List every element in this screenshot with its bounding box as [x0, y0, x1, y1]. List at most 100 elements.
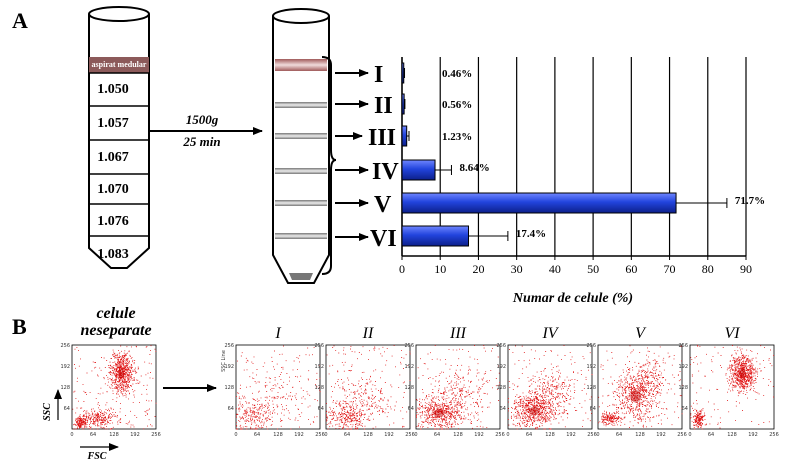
scatter-x-tick: 64	[616, 432, 622, 438]
scatter-points	[508, 345, 593, 430]
centrifugation-step: 1500g 25 min	[148, 112, 263, 149]
scatter-points	[236, 345, 321, 430]
fraction-band	[275, 233, 327, 239]
scatter-y-tick: 128	[224, 385, 234, 391]
scatter-x-tick: 192	[748, 432, 758, 438]
scatter-y-tick: 64	[590, 406, 596, 412]
scatter-y-tick: 256	[404, 343, 414, 349]
bar	[401, 93, 405, 115]
scatter-x-tick: 128	[727, 432, 737, 438]
bar-value-label: 71.7%	[735, 195, 765, 207]
scatter-x-tick: 256	[315, 432, 325, 438]
density-label: 1.070	[97, 182, 129, 197]
fraction-band	[275, 133, 327, 139]
bar	[401, 225, 470, 247]
pellet	[289, 273, 313, 280]
centrifugation-time: 25 min	[182, 134, 220, 149]
scatter-x-tick: 0	[70, 432, 73, 438]
scatter-y-tick: 64	[64, 406, 70, 412]
scatter-points	[326, 345, 411, 430]
scatter-frame	[235, 344, 321, 430]
scatter-y-tick: 256	[60, 343, 70, 349]
chart-bars: 0.46% 0.56% 1.23% 8.64% 71.7% 17.4%	[401, 62, 765, 247]
scatter-y-tick: 192	[586, 364, 596, 370]
scatter-x-tick: 192	[384, 432, 394, 438]
scatter-y-tick: 128	[404, 385, 414, 391]
fraction-label: II	[374, 93, 393, 119]
scatter-x-tick: 192	[294, 432, 304, 438]
fraction-label: VI	[370, 226, 397, 252]
scatter-title: V	[635, 325, 647, 342]
scatter-y-tick: 192	[314, 364, 324, 370]
scatter-x-tick: 256	[677, 432, 687, 438]
centrifugation-force: 1500g	[186, 112, 219, 127]
scatter-inner-y-label: SSC Line	[221, 350, 227, 372]
scatter-y-tick: 256	[496, 343, 506, 349]
unsorted-title: neseparate	[80, 322, 151, 339]
fraction-band	[275, 168, 327, 174]
x-tick-label: 10	[434, 262, 446, 276]
scatter-title: II	[362, 325, 374, 342]
density-label: 1.067	[97, 150, 129, 165]
aspirat-layer	[89, 57, 149, 73]
scatter-points	[72, 345, 157, 430]
aspirat-label: aspirat medular	[92, 60, 147, 69]
scatter-x-tick: 128	[273, 432, 283, 438]
scatter-title: I	[274, 325, 281, 342]
scatter-y-tick: 64	[500, 406, 506, 412]
bar-value-label: 17.4%	[516, 228, 546, 240]
scatter-frame	[325, 344, 411, 430]
scatter-y-tick: 64	[408, 406, 414, 412]
scatter-y-tick: 128	[586, 385, 596, 391]
x-tick-label: 90	[740, 262, 752, 276]
scatter-y-tick: 192	[678, 364, 688, 370]
scatter-x-tick: 0	[324, 432, 327, 438]
scatter-plot: 0 64 64 128 128 192 192 256 256	[404, 343, 504, 438]
scatter-y-tick: 64	[318, 406, 324, 412]
x-tick-label: 70	[664, 262, 676, 276]
scatter-y-tick: 256	[678, 343, 688, 349]
bar-value-label: 8.64%	[459, 162, 489, 174]
scatter-frame	[415, 344, 501, 430]
scatter-x-tick: 64	[344, 432, 350, 438]
scatter-x-tick: 256	[495, 432, 505, 438]
scatter-x-tick: 256	[151, 432, 161, 438]
scatter-plot: 0 64 64 128 128 192 192 256 256	[314, 343, 414, 438]
scatter-plot: 0 64 64 128 128 192 192 256 256	[586, 343, 686, 438]
gradient-tube: aspirat medular 1.050 1.057 1.067 1.070 …	[88, 6, 150, 269]
scatter-x-tick: 256	[769, 432, 779, 438]
fraction-brace	[321, 56, 337, 275]
density-core	[739, 368, 746, 378]
density-label: 1.057	[97, 116, 129, 131]
fraction-label: V	[374, 192, 392, 218]
scatter-y-tick: 192	[60, 364, 70, 370]
bar-value-label: 1.23%	[442, 131, 472, 143]
scatter-points	[598, 345, 683, 428]
scatter-y-tick: 128	[678, 385, 688, 391]
scatter-x-tick: 128	[109, 432, 119, 438]
scatter-x-tick: 64	[526, 432, 532, 438]
x-tick-label: 50	[587, 262, 599, 276]
chart-x-ticks: 0 10 20 30 40 50 60 70 80 90	[399, 256, 752, 276]
scatter-x-tick: 256	[587, 432, 597, 438]
scatter-x-tick: 0	[596, 432, 599, 438]
scatter-y-tick: 64	[682, 406, 688, 412]
fraction-band	[275, 102, 327, 108]
scatter-frame	[507, 344, 593, 430]
bar	[401, 159, 436, 181]
scatter-frame	[71, 344, 157, 430]
scatter-y-tick: 128	[60, 385, 70, 391]
x-tick-label: 0	[399, 262, 405, 276]
bar-chart: 0.46% 0.56% 1.23% 8.64% 71.7% 17.4% 0 10 20 30 40…	[399, 57, 765, 306]
scatter-x-tick: 0	[688, 432, 691, 438]
scatter-plot: 0 64 64 128 128 192 192 256 256	[60, 343, 160, 438]
scatter-plot: 0 64 64 128 128 192 192 256 256	[678, 343, 778, 438]
scatter-x-tick: 256	[405, 432, 415, 438]
scatter-x-tick: 192	[474, 432, 484, 438]
scatter-y-tick: 64	[228, 406, 234, 412]
scatter-y-tick: 128	[314, 385, 324, 391]
scatter-frame	[597, 344, 683, 430]
scatter-titles: I II III IV V VI	[274, 325, 740, 342]
bar	[401, 62, 405, 84]
scatter-points	[690, 344, 774, 430]
